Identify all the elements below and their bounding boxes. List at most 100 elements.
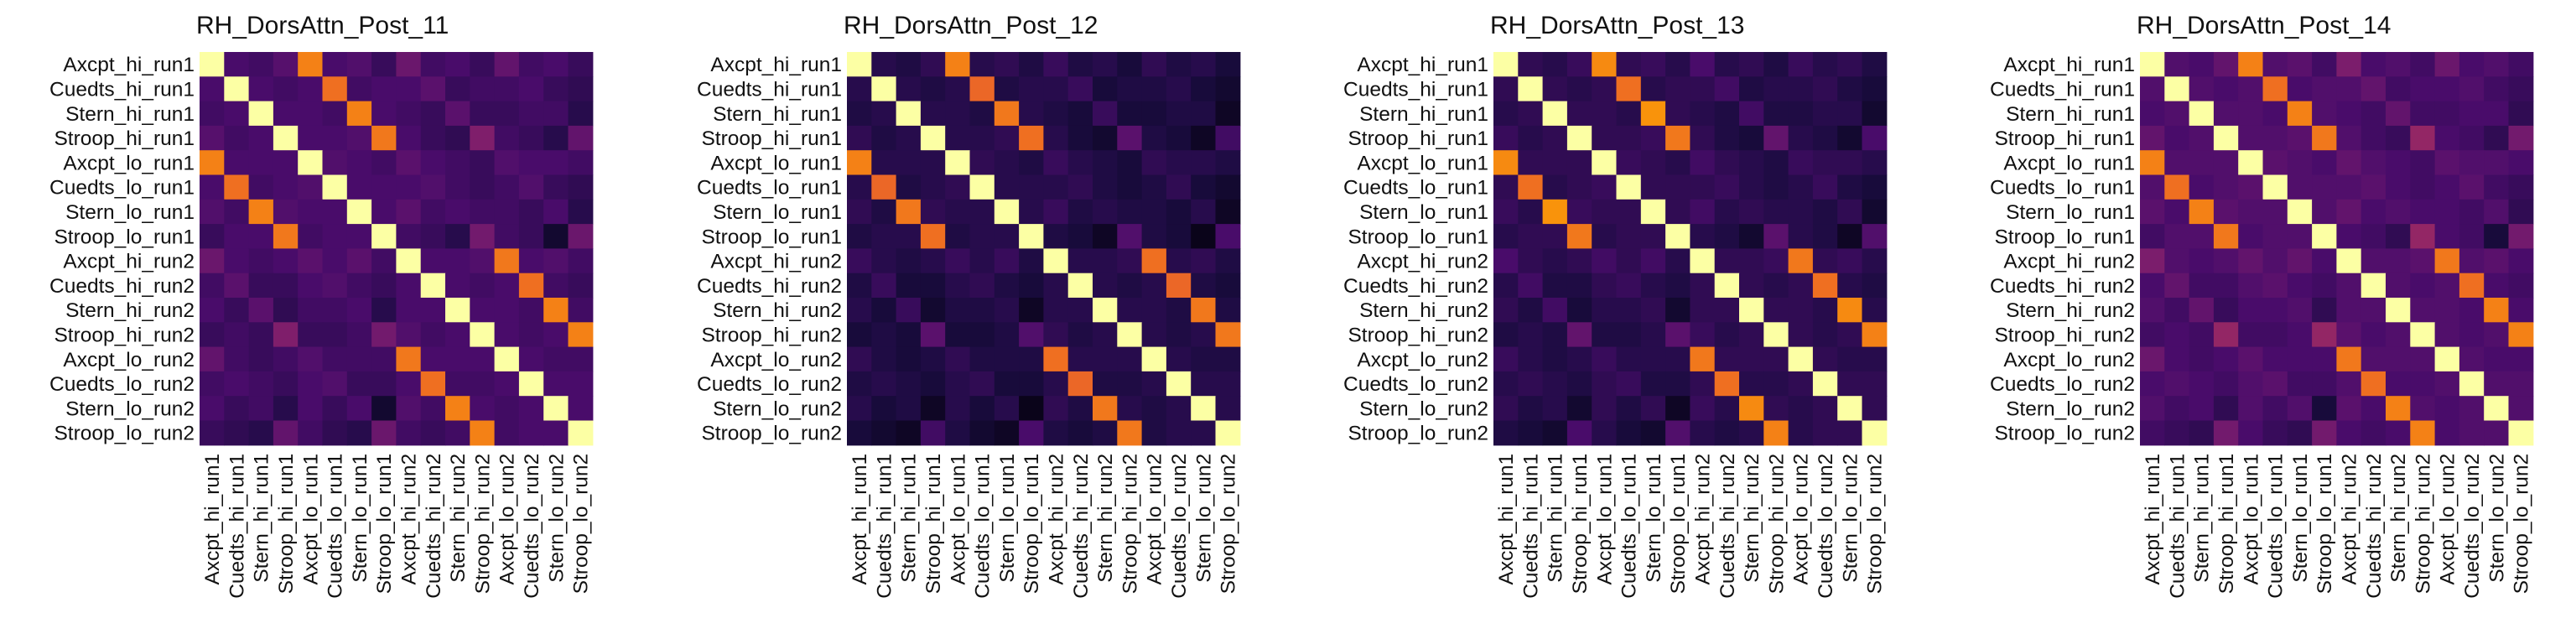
heatmap-cell bbox=[2189, 101, 2215, 127]
heatmap-cell bbox=[518, 298, 544, 323]
heatmap-cell bbox=[371, 346, 397, 372]
heatmap-cell bbox=[1837, 174, 1863, 200]
heatmap-cell bbox=[200, 224, 225, 249]
heatmap-cell bbox=[1117, 371, 1143, 397]
heatmap-cell bbox=[2140, 420, 2165, 446]
heatmap-cell bbox=[871, 174, 897, 200]
heatmap-cell bbox=[2140, 298, 2165, 323]
heatmap-cell bbox=[470, 298, 496, 323]
heatmap-cell bbox=[1665, 52, 1690, 77]
heatmap-cell bbox=[2238, 322, 2264, 348]
heatmap-cell bbox=[420, 174, 446, 200]
heatmap-cell bbox=[322, 322, 348, 348]
heatmap-cell bbox=[2386, 248, 2411, 274]
heatmap-cell bbox=[2386, 346, 2411, 372]
heatmap-cell bbox=[1812, 224, 1838, 249]
heatmap-cell bbox=[1566, 52, 1592, 77]
heatmap-cell bbox=[2386, 101, 2411, 127]
x-tick-label: Stern_lo_run2 bbox=[2485, 454, 2508, 583]
heatmap-cell bbox=[2140, 76, 2165, 102]
heatmap-cell bbox=[2386, 174, 2411, 200]
heatmap-cell bbox=[200, 322, 225, 348]
heatmap-cell bbox=[1763, 52, 1789, 77]
heatmap-cell bbox=[1862, 125, 1888, 151]
heatmap-cell bbox=[920, 298, 946, 323]
heatmap-cell bbox=[1837, 322, 1863, 348]
heatmap-cell bbox=[1067, 273, 1093, 299]
heatmap-cell bbox=[2360, 52, 2386, 77]
heatmap-cell bbox=[1019, 224, 1044, 249]
heatmap-cell bbox=[2459, 248, 2485, 274]
x-tick-label: Stern_hi_run2 bbox=[1741, 454, 1763, 583]
heatmap-cell bbox=[1788, 101, 1814, 127]
heatmap-cell bbox=[2508, 76, 2534, 102]
x-tick-label: Axcpt_hi_run2 bbox=[1692, 454, 1715, 585]
heatmap-cell bbox=[2410, 52, 2436, 77]
heatmap-cell bbox=[994, 346, 1020, 372]
heatmap-cell bbox=[920, 76, 946, 102]
heatmap-cell bbox=[1862, 346, 1888, 372]
heatmap-cell bbox=[1862, 371, 1888, 397]
heatmap-cell bbox=[1862, 76, 1888, 102]
heatmap-cell bbox=[2287, 150, 2313, 176]
heatmap-cell bbox=[248, 322, 274, 348]
heatmap-cell bbox=[1141, 298, 1167, 323]
y-tick-label: Stroop_lo_run1 bbox=[701, 226, 842, 248]
heatmap-cell bbox=[1665, 371, 1690, 397]
heatmap-cell bbox=[1788, 150, 1814, 176]
heatmap-cell bbox=[2312, 346, 2337, 372]
heatmap-cell bbox=[543, 273, 569, 299]
heatmap-cell bbox=[2164, 76, 2190, 102]
heatmap-cell bbox=[1166, 125, 1192, 151]
heatmap-cell bbox=[2238, 273, 2264, 299]
heatmap-cell bbox=[568, 101, 594, 127]
heatmap-cell bbox=[322, 224, 348, 249]
heatmap-cell bbox=[1141, 371, 1167, 397]
heatmap-cell bbox=[1215, 371, 1241, 397]
x-tick-label: Stern_hi_run2 bbox=[2387, 454, 2410, 583]
heatmap-cell bbox=[1093, 371, 1118, 397]
y-tick-label: Stern_lo_run1 bbox=[65, 201, 195, 224]
heatmap-cell bbox=[298, 52, 324, 77]
heatmap-cell bbox=[871, 224, 897, 249]
heatmap-cell bbox=[1043, 125, 1069, 151]
heatmap-cell bbox=[200, 273, 225, 299]
heatmap-cell bbox=[396, 322, 422, 348]
y-tick-label: Stern_hi_run1 bbox=[2006, 103, 2135, 126]
heatmap-cell bbox=[2213, 125, 2239, 151]
heatmap-cell bbox=[2410, 248, 2436, 274]
heatmap-cell bbox=[1542, 322, 1568, 348]
y-tick-label: Stern_lo_run1 bbox=[713, 201, 842, 224]
heatmap-cell bbox=[871, 52, 897, 77]
heatmap-cell bbox=[2508, 224, 2534, 249]
heatmap-cell bbox=[1763, 224, 1789, 249]
heatmap-cell bbox=[871, 125, 897, 151]
heatmap-cell bbox=[420, 248, 446, 274]
heatmap-cell bbox=[346, 125, 372, 151]
heatmap-cell bbox=[1493, 371, 1519, 397]
heatmap-cell bbox=[470, 174, 496, 200]
heatmap-cell bbox=[568, 420, 594, 446]
x-tick-label: Axcpt_hi_run1 bbox=[849, 454, 871, 585]
y-tick-label: Cuedts_hi_run2 bbox=[1343, 275, 1488, 298]
x-tick-label: Cuedts_hi_run2 bbox=[423, 454, 445, 599]
x-tick-label: Stern_hi_run1 bbox=[2191, 454, 2214, 583]
heatmap-cell bbox=[420, 101, 446, 127]
heatmap-cell bbox=[920, 396, 946, 422]
heatmap-cell bbox=[1019, 76, 1044, 102]
heatmap-cell bbox=[1640, 420, 1666, 446]
heatmap-cell bbox=[224, 224, 250, 249]
heatmap-cell bbox=[969, 346, 995, 372]
heatmap-cell bbox=[896, 298, 922, 323]
y-tick-label: Stern_hi_run1 bbox=[713, 103, 842, 126]
heatmap-cell bbox=[1812, 101, 1838, 127]
x-tick-label: Stern_hi_run1 bbox=[1545, 454, 1567, 583]
heatmap-cell bbox=[1812, 52, 1838, 77]
y-tick-label: Cuedts_hi_run1 bbox=[1343, 78, 1488, 101]
heatmap-cell bbox=[1592, 322, 1618, 348]
heatmap-cell bbox=[2287, 248, 2313, 274]
heatmap-cell bbox=[470, 420, 496, 446]
heatmap-cell bbox=[1117, 101, 1143, 127]
x-tick-label: Cuedts_hi_run2 bbox=[1070, 454, 1093, 599]
heatmap-cell bbox=[1518, 273, 1544, 299]
